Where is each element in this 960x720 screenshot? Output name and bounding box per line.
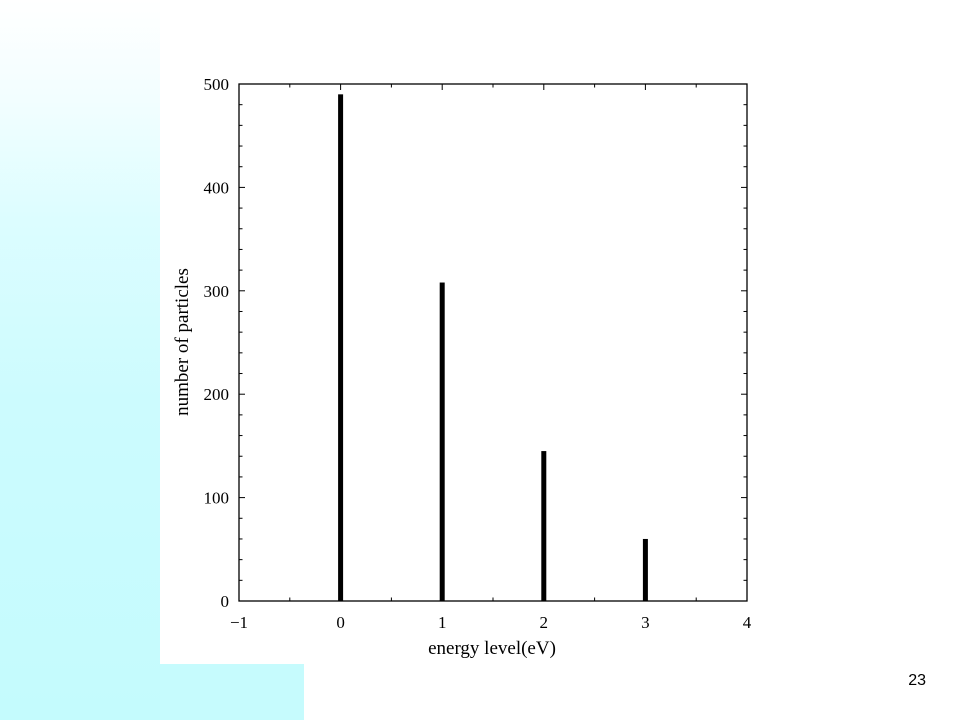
bars <box>338 94 648 601</box>
slide-number: 23 <box>908 672 926 689</box>
y-tick-label: 100 <box>204 489 230 508</box>
y-tick-label: 300 <box>204 282 230 301</box>
side-background-band <box>0 0 160 720</box>
bar <box>338 94 344 601</box>
x-tick-label: −1 <box>230 613 248 632</box>
y-tick-label: 0 <box>221 592 230 611</box>
x-axis-label: energy level(eV) <box>428 638 556 659</box>
y-tick-label: 400 <box>204 178 230 197</box>
x-axis-ticks: −1 0 1 2 3 4 <box>230 84 752 632</box>
bottom-background-band <box>160 664 304 720</box>
y-tick-label: 200 <box>204 385 230 404</box>
bar <box>642 538 648 601</box>
figure-panel <box>160 0 800 664</box>
x-tick-label: 0 <box>336 613 345 632</box>
x-tick-label: 1 <box>438 613 447 632</box>
y-axis-ticks: 0 100 200 300 400 500 <box>204 75 747 611</box>
x-tick-label: 4 <box>743 613 752 632</box>
y-tick-label: 500 <box>204 75 230 94</box>
y-axis-label: number of particles <box>172 268 193 416</box>
bar <box>541 451 547 601</box>
plot-border <box>238 83 748 602</box>
bar <box>439 282 445 601</box>
x-tick-label: 2 <box>540 613 549 632</box>
x-tick-label: 3 <box>641 613 650 632</box>
plot-frame <box>238 83 748 602</box>
